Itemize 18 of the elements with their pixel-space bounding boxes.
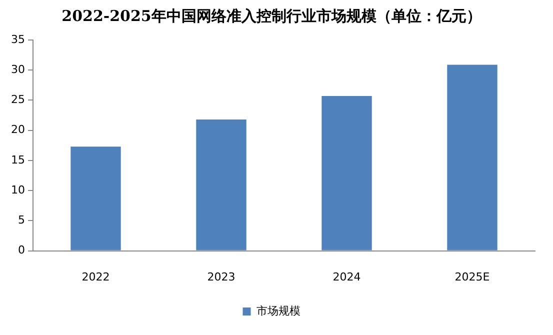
legend-label: 市场规模 xyxy=(256,304,300,318)
x-tick-label: 2022 xyxy=(82,270,110,284)
bar xyxy=(196,120,246,250)
x-tick-label: 2024 xyxy=(332,270,361,284)
y-tick-label: 15 xyxy=(10,153,25,166)
y-tick-label: 30 xyxy=(10,62,25,76)
y-tick-label: 5 xyxy=(18,214,25,227)
x-tick-label: 2023 xyxy=(207,270,236,284)
y-tick-label: 10 xyxy=(10,183,25,196)
y-tick-label: 20 xyxy=(10,123,25,136)
chart-title: 2022-2025年中国网络准入控制行业市场规模（单位：亿元） xyxy=(62,6,482,25)
y-tick-label: 25 xyxy=(10,93,25,106)
bar xyxy=(447,64,498,250)
bar xyxy=(322,96,372,250)
y-tick-label: 35 xyxy=(10,32,25,46)
bar xyxy=(70,146,121,250)
x-tick-label: 2025E xyxy=(454,270,490,284)
y-tick-label: 0 xyxy=(18,244,25,257)
